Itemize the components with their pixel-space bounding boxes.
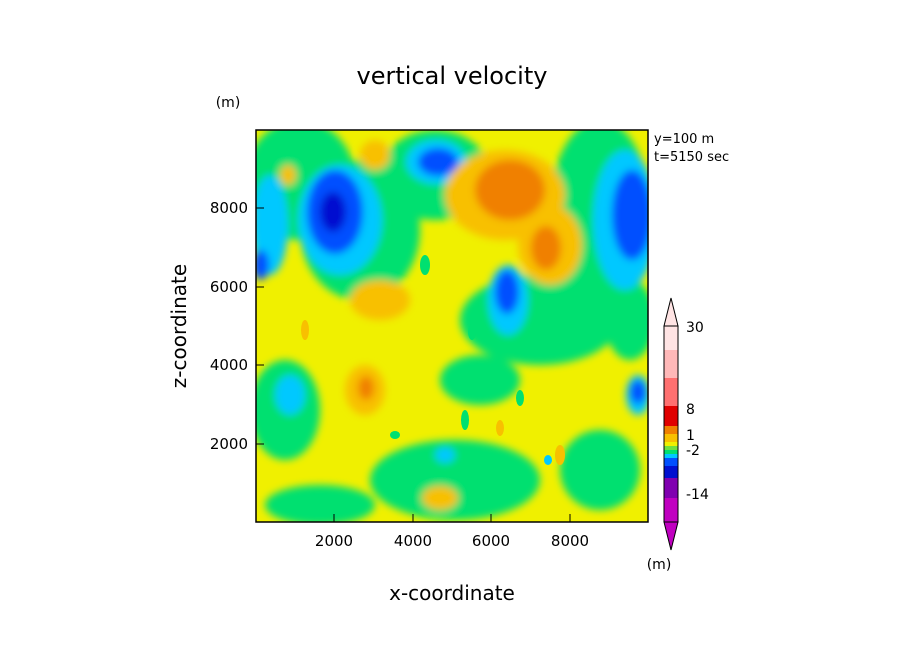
- colorbar-segment: [664, 378, 678, 406]
- colorbar-segment: [664, 446, 678, 450]
- y-axis: 2000 4000 6000 8000 z-coordinate: [167, 199, 264, 453]
- y-tick-label: 2000: [210, 435, 248, 453]
- speckle: [390, 431, 400, 439]
- colorbar: 30 8 1 -2 -14 (m): [647, 297, 709, 573]
- contour-field: [256, 130, 648, 522]
- y-tick-label: 4000: [210, 356, 248, 374]
- orange-region: [360, 140, 390, 170]
- colorbar-segment: [664, 498, 678, 522]
- dark-orange-region: [531, 226, 561, 270]
- speckle: [420, 255, 430, 275]
- annotation-y: y=100 m: [654, 132, 714, 147]
- blue-region: [630, 380, 646, 404]
- dark-orange-region: [358, 376, 374, 400]
- colorbar-frame: [663, 325, 679, 523]
- colorbar-segment: [664, 406, 678, 426]
- field-speckles: [301, 255, 565, 465]
- speckle: [468, 324, 476, 340]
- colorbar-bottom-arrow: [663, 521, 679, 551]
- y-tick-label: 8000: [210, 199, 248, 217]
- colorbar-segments: [664, 326, 678, 522]
- green-region: [605, 280, 648, 360]
- orange-region: [350, 280, 410, 320]
- colorbar-segment: [664, 326, 678, 350]
- dark-orange-region: [498, 172, 528, 200]
- x-tick-label: 6000: [472, 532, 510, 550]
- cyan-region: [435, 447, 455, 463]
- blue-region: [256, 250, 269, 280]
- colorbar-segment: [664, 466, 678, 478]
- colorbar-segment: [664, 426, 678, 434]
- colorbar-label: 8: [686, 402, 695, 418]
- chart-title: vertical velocity: [357, 62, 548, 90]
- plot-frame: [255, 129, 649, 523]
- colorbar-segment: [664, 478, 678, 498]
- colorbar-segment: [664, 442, 678, 446]
- colorbar-segment: [664, 350, 678, 378]
- colorbar-label: 1: [686, 428, 695, 444]
- y-axis-unit-label: (m): [216, 95, 241, 111]
- green-region: [440, 355, 520, 405]
- blue-region: [612, 170, 648, 260]
- y-tick-label: 6000: [210, 278, 248, 296]
- orange-region: [422, 486, 458, 510]
- colorbar-label: -14: [686, 487, 709, 503]
- green-region: [460, 275, 620, 365]
- speckle: [544, 455, 552, 465]
- colorbar-segment: [664, 458, 678, 466]
- green-region: [560, 430, 640, 510]
- colorbar-segment: [664, 450, 678, 454]
- field-blobs: [256, 130, 648, 522]
- dark-blue-core: [320, 192, 346, 232]
- colorbar-segment: [664, 434, 678, 442]
- green-region: [370, 440, 540, 520]
- speckle: [516, 390, 524, 406]
- cyan-region: [275, 375, 305, 415]
- x-axis: 2000 4000 6000 8000 x-coordinate: [315, 514, 589, 605]
- speckle: [555, 445, 565, 465]
- speckle: [496, 420, 504, 436]
- speckle: [301, 320, 309, 340]
- blue-region: [418, 148, 458, 176]
- x-tick-label: 2000: [315, 532, 353, 550]
- blue-region: [495, 270, 519, 314]
- annotation-t: t=5150 sec: [654, 150, 729, 165]
- colorbar-top-arrow: [663, 297, 679, 327]
- speckle: [461, 410, 469, 430]
- colorbar-segment: [664, 454, 678, 458]
- y-axis-label: z-coordinate: [167, 264, 191, 388]
- x-tick-label: 4000: [394, 532, 432, 550]
- colorbar-label: 30: [686, 320, 704, 336]
- cyan-region: [256, 175, 288, 275]
- green-region: [265, 485, 375, 522]
- orange-region: [280, 165, 296, 185]
- colorbar-label: -2: [686, 443, 700, 459]
- colorbar-unit-label: (m): [647, 557, 672, 573]
- x-tick-label: 8000: [551, 532, 589, 550]
- x-axis-label: x-coordinate: [389, 581, 515, 605]
